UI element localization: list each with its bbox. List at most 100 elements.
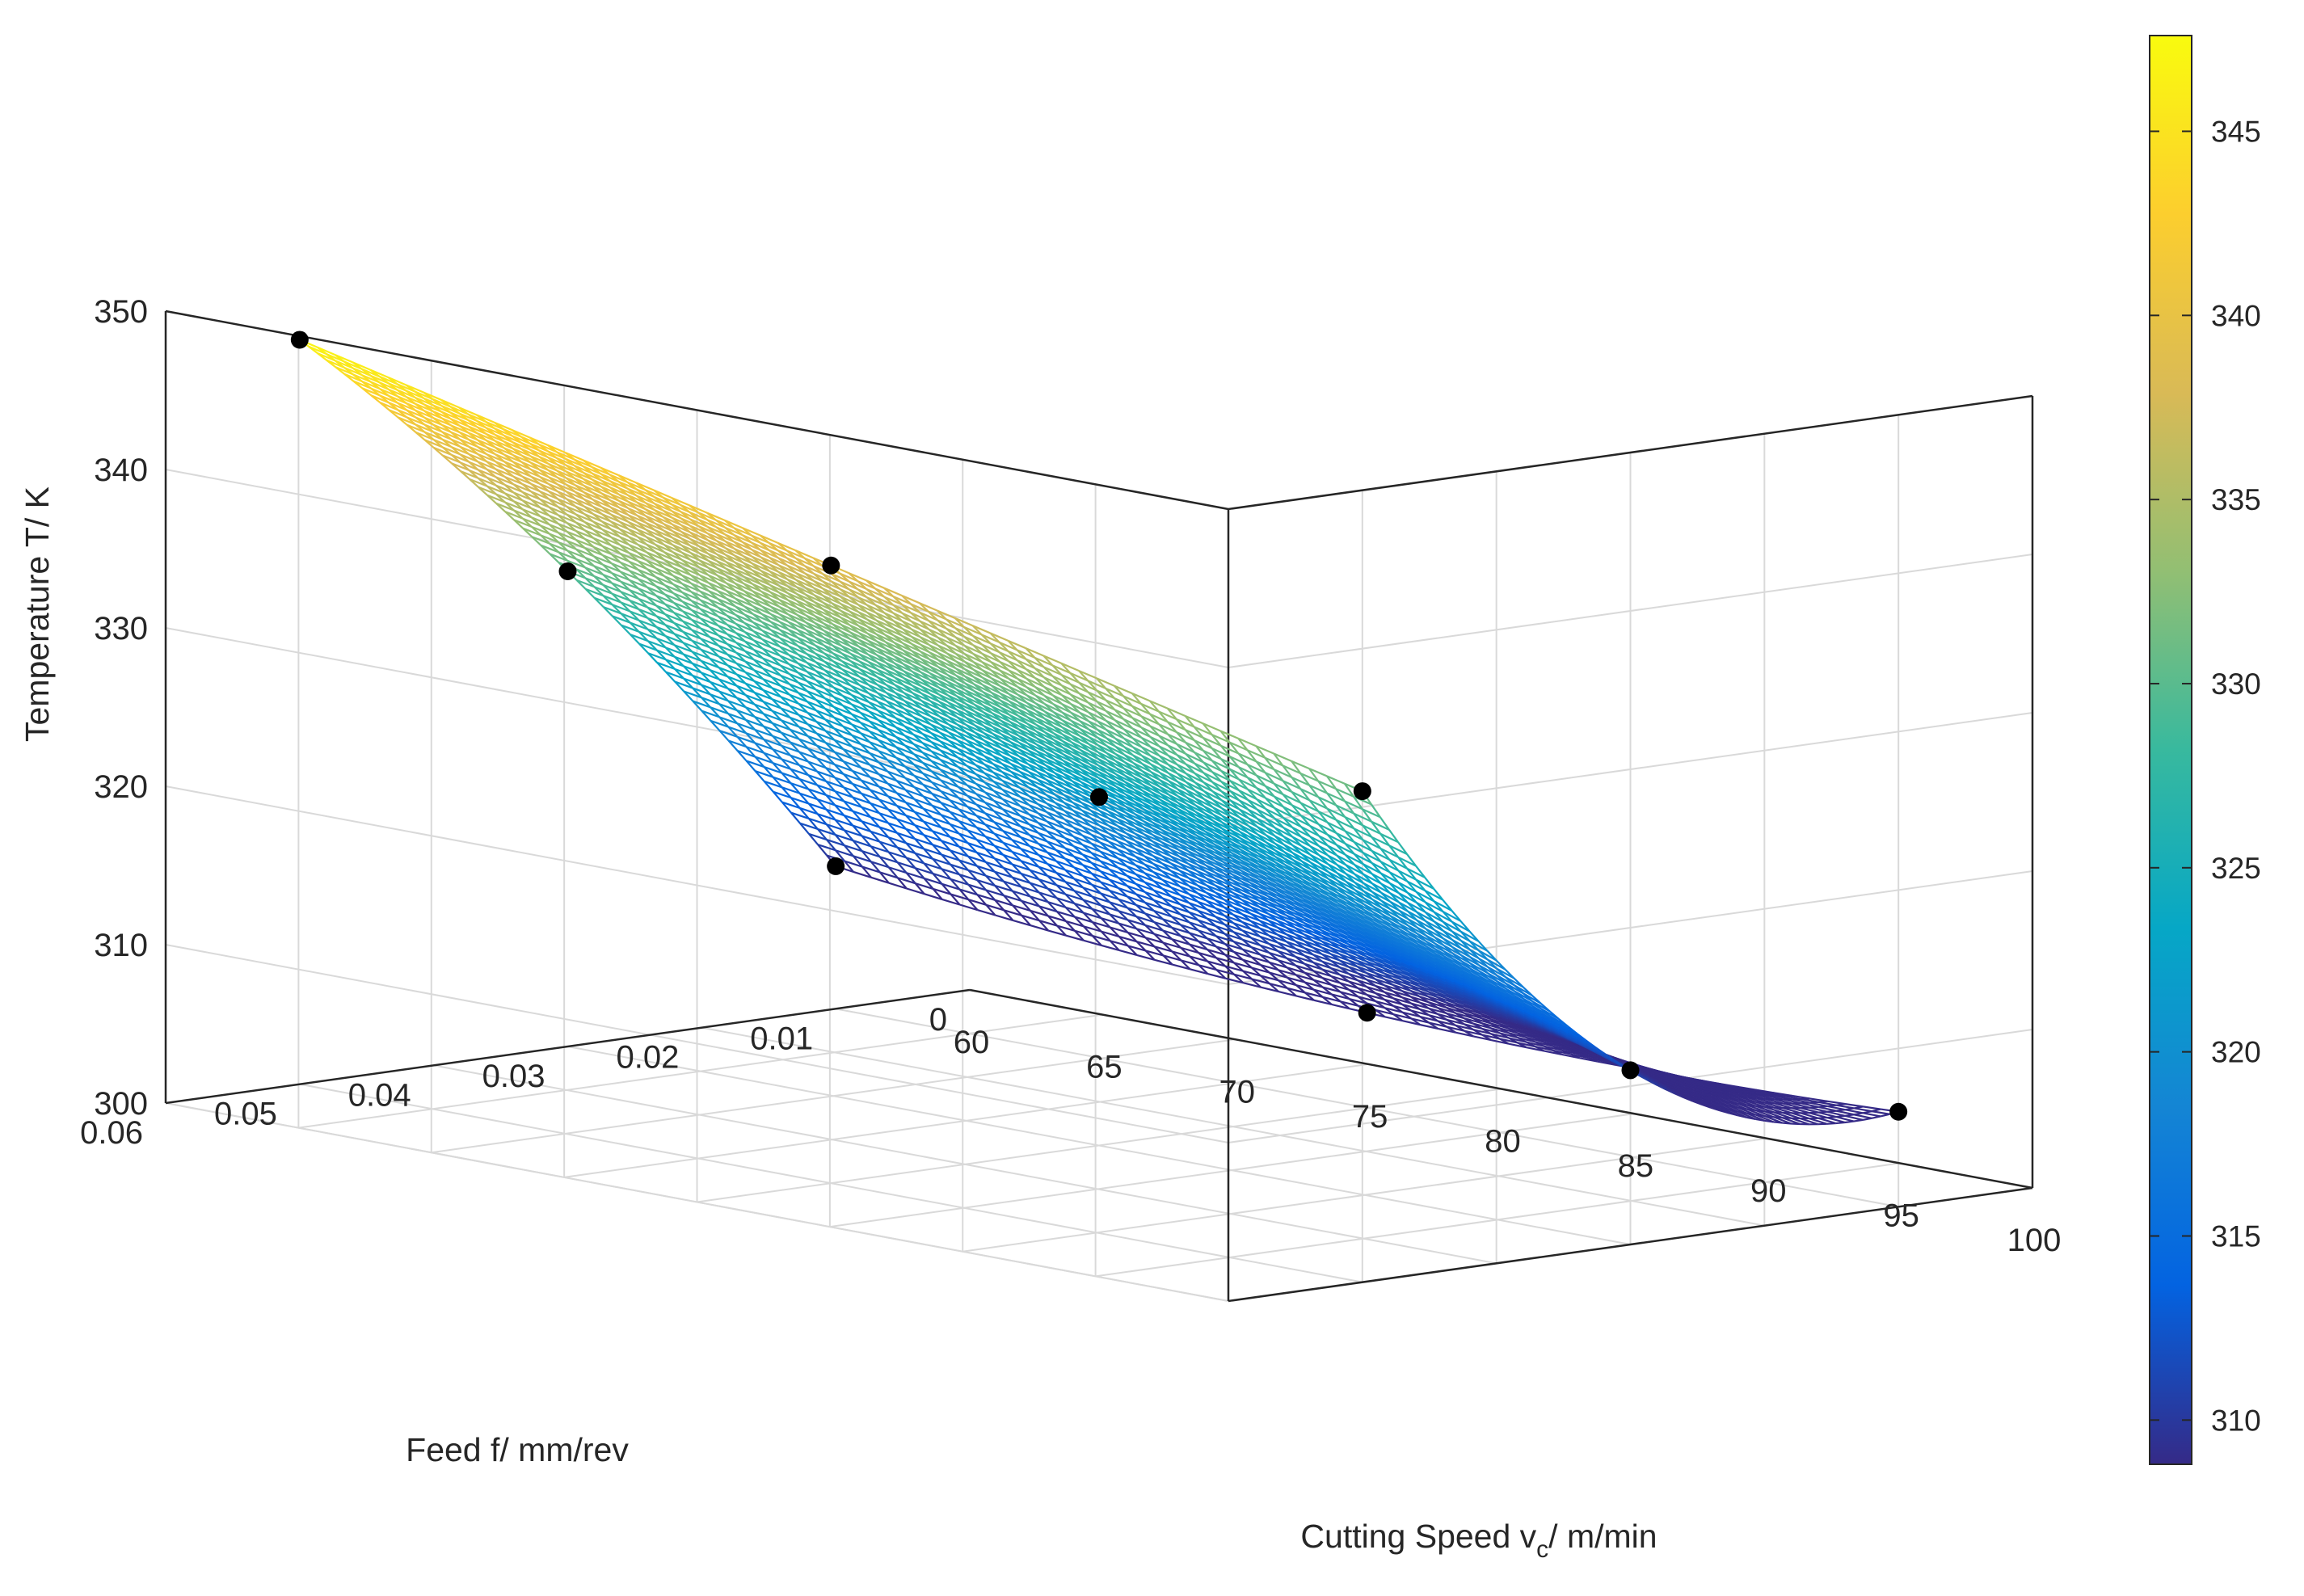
mesh-line xyxy=(647,596,666,605)
mesh-line xyxy=(682,630,701,640)
mesh-line xyxy=(752,590,771,600)
mesh-line xyxy=(861,792,880,801)
mesh-line xyxy=(914,811,933,819)
mesh-line xyxy=(972,653,992,663)
mesh-line xyxy=(932,830,942,842)
mesh-line xyxy=(692,674,711,683)
mesh-line xyxy=(655,536,673,546)
mesh-line xyxy=(994,844,1013,853)
mesh-line xyxy=(1091,895,1102,907)
mesh-line xyxy=(727,664,746,673)
mesh-line xyxy=(1047,851,1066,860)
mesh-line xyxy=(879,840,898,849)
mesh-line xyxy=(495,484,514,494)
mesh-line xyxy=(843,815,854,827)
mesh-line xyxy=(628,543,647,554)
mesh-line xyxy=(975,852,987,863)
mesh-line xyxy=(1064,810,1083,819)
mesh-line xyxy=(781,731,791,743)
mesh-line xyxy=(922,795,933,806)
mesh-line xyxy=(975,839,987,850)
mesh-line xyxy=(826,823,845,832)
mesh-line xyxy=(887,822,907,830)
mesh-line xyxy=(710,680,729,690)
mesh-line xyxy=(727,687,747,697)
mesh-line xyxy=(913,764,933,773)
mesh-line xyxy=(1127,932,1138,942)
mesh-line xyxy=(1189,955,1200,966)
mesh-line xyxy=(495,502,515,512)
mesh-line xyxy=(870,816,889,824)
mesh-line xyxy=(717,574,735,584)
mesh-line xyxy=(1082,875,1093,886)
mesh-line xyxy=(387,377,406,386)
mesh-line xyxy=(727,726,747,735)
mesh-line xyxy=(610,528,630,538)
mesh-line xyxy=(1118,935,1137,943)
mesh-line xyxy=(975,793,995,802)
mesh-line xyxy=(726,597,745,608)
mesh-line xyxy=(460,470,479,479)
mesh-line xyxy=(903,716,923,726)
mesh-line xyxy=(629,579,648,588)
mesh-line xyxy=(638,578,657,587)
mesh-line xyxy=(825,794,836,806)
mesh-line xyxy=(754,703,773,712)
mesh-line xyxy=(860,711,878,721)
mesh-line xyxy=(869,720,887,730)
mesh-line xyxy=(798,751,818,760)
mesh-line xyxy=(931,817,942,828)
mesh-line xyxy=(601,528,621,538)
mesh-line xyxy=(763,752,774,764)
mesh-line xyxy=(887,782,906,791)
mesh-line xyxy=(797,629,816,639)
mesh-line xyxy=(690,574,710,584)
mesh-line xyxy=(789,693,808,703)
mesh-line xyxy=(717,598,736,608)
mesh-line xyxy=(798,726,809,737)
mesh-line xyxy=(788,637,807,646)
mesh-line xyxy=(566,505,585,516)
mesh-line xyxy=(665,671,684,680)
mesh-line xyxy=(1109,913,1120,924)
mesh-line xyxy=(1001,789,1021,798)
mesh-line xyxy=(958,859,969,871)
mesh-line xyxy=(1144,924,1156,935)
mesh-line xyxy=(772,722,782,734)
mesh-line xyxy=(825,809,836,821)
mesh-line xyxy=(1055,884,1067,895)
mesh-line xyxy=(922,752,941,761)
mesh-line xyxy=(949,799,960,811)
mesh-line xyxy=(816,757,836,766)
mesh-line xyxy=(798,692,817,701)
mesh-line xyxy=(897,846,916,854)
mesh-line xyxy=(727,739,739,752)
mesh-line xyxy=(736,736,748,747)
mesh-line xyxy=(646,551,665,561)
mesh-line xyxy=(558,541,577,550)
mesh-line xyxy=(888,866,907,874)
mesh-line xyxy=(592,512,612,523)
mesh-line xyxy=(878,785,889,797)
mesh-line xyxy=(761,605,780,616)
mesh-line xyxy=(904,802,916,813)
mesh-line xyxy=(788,621,807,631)
mesh-line xyxy=(531,507,550,517)
mesh-line xyxy=(1056,924,1067,937)
mesh-line xyxy=(763,781,774,793)
mesh-line xyxy=(566,513,585,523)
mesh-line xyxy=(530,475,550,485)
mesh-line xyxy=(1030,882,1048,890)
mesh-line xyxy=(851,734,870,743)
axis-box-line xyxy=(1228,394,2033,511)
mesh-line xyxy=(743,590,762,600)
mesh-line xyxy=(941,814,959,823)
mesh-line xyxy=(638,597,657,607)
mesh-line xyxy=(815,644,834,655)
mesh-line xyxy=(913,753,933,762)
mesh-line xyxy=(629,589,648,598)
mesh-line xyxy=(816,732,835,741)
mesh-line xyxy=(948,757,967,767)
mesh-line xyxy=(575,505,594,516)
mesh-line xyxy=(913,743,932,752)
